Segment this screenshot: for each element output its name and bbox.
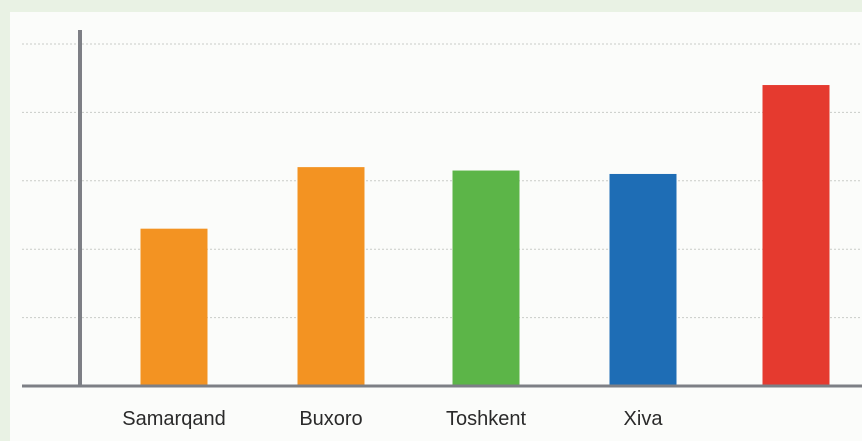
bar — [762, 85, 830, 386]
x-tick-label: Xiva — [624, 408, 664, 430]
bar — [297, 167, 365, 386]
bar — [609, 173, 677, 386]
bar — [452, 170, 520, 386]
x-tick-label: Samarqand — [122, 408, 225, 430]
bars — [140, 85, 830, 386]
x-tick-label: Toshkent — [446, 408, 526, 430]
x-tick-label: Buxoro — [299, 408, 362, 430]
bar — [140, 228, 208, 386]
category-labels: Samarqand Buxoro Toshkent Xiva — [122, 408, 663, 430]
